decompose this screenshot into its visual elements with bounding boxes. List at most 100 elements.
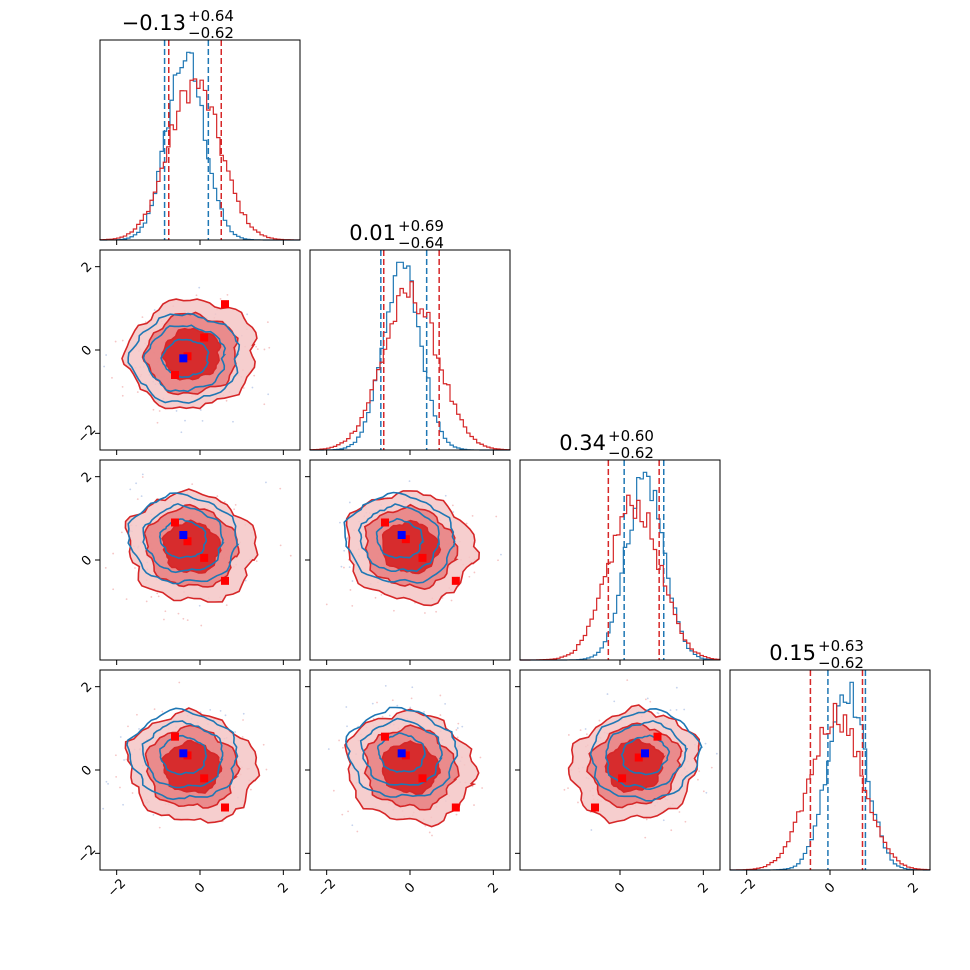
scatter-dot [226, 293, 229, 296]
scatter-dot [346, 537, 349, 540]
title-plus-1: +0.69 [398, 217, 444, 235]
scatter-dot [267, 393, 270, 396]
hist-red-0 [99, 78, 301, 241]
scatter-dot [114, 754, 117, 757]
scatter-dot [456, 736, 459, 739]
hist-blue-2 [520, 471, 721, 661]
scatter-dot [92, 371, 94, 373]
scatter-dot [150, 596, 153, 598]
truth-blue-marker [179, 749, 188, 758]
scatter-dot [195, 294, 198, 297]
truth-red-marker-2 [618, 774, 627, 783]
scatter-dot [473, 804, 475, 806]
scatter-dot [279, 544, 282, 547]
scatter-dot [424, 824, 427, 827]
hist-frame-2 [519, 459, 721, 661]
scatter-dot [209, 709, 212, 711]
scatter-dot [408, 480, 411, 483]
title-minus-0: −0.62 [188, 24, 234, 42]
scatter-dot [105, 780, 108, 783]
scatter-dot [120, 531, 123, 534]
scatter-dot [345, 706, 348, 708]
panel-title-0: −0.13 +0.64−0.62 [122, 7, 234, 42]
scatter-dot [157, 595, 160, 598]
scatter-dot [177, 454, 179, 456]
scatter-dot [224, 714, 227, 717]
scatter-dot [452, 511, 455, 513]
truth-red-marker-0 [221, 300, 229, 309]
scatter-dot [184, 419, 186, 422]
title-plus-3: +0.63 [818, 637, 864, 655]
scatter-dot [158, 410, 161, 412]
scatter-dot [388, 714, 391, 717]
scatter-dot [266, 321, 269, 324]
scatter-dot [153, 309, 156, 311]
scatter-dot [497, 559, 499, 562]
title-median-1: 0.01 [349, 221, 396, 245]
scatter-dot [704, 742, 707, 745]
blue-contour-0 [127, 312, 241, 404]
scatter-dot [178, 681, 181, 684]
truth-blue-marker [397, 749, 406, 758]
scatter-dot [473, 571, 476, 574]
scatter-dot [343, 549, 346, 552]
scatter-dot [340, 565, 343, 568]
scatter-dot [255, 560, 258, 563]
blue-contour-2 [375, 517, 425, 559]
ytick-label-1-1: 0 [79, 343, 95, 359]
scatter-dot [136, 498, 139, 501]
scatter-dot [145, 600, 148, 603]
scatter-dot [348, 566, 351, 568]
truth-red-marker-2 [183, 352, 192, 361]
scatter-dot [104, 567, 107, 569]
scatter-dot [715, 752, 718, 755]
scatter-dot [268, 346, 271, 349]
xtick-label-3-0: −2 [735, 876, 759, 900]
scatter-dot [500, 553, 502, 556]
scatter-dot [134, 567, 136, 569]
xtick-label-1-1: 0 [402, 880, 418, 896]
scatter-dot [349, 589, 352, 591]
scatter-dot [119, 786, 121, 789]
scatter-dot [481, 787, 484, 789]
scatter-dot [431, 834, 433, 837]
hist-panel-2 [519, 459, 721, 661]
scatter-dot [697, 778, 699, 781]
truth-red-marker-3 [451, 576, 460, 585]
truth-red-marker-1 [183, 537, 192, 546]
scatter-dot [156, 421, 159, 424]
blue-contour-1 [142, 502, 225, 574]
scatter-dot [342, 746, 344, 749]
scatter-dot [479, 756, 482, 759]
truth-red-marker-3 [171, 371, 179, 379]
scatter-dot [164, 610, 167, 613]
truth-red-marker-1 [401, 751, 410, 760]
scatter-dot [265, 481, 267, 484]
scatter-dot [122, 803, 124, 806]
scatter-dot [161, 710, 164, 713]
title-median-0: −0.13 [122, 11, 186, 35]
truth-red-marker-0 [171, 518, 179, 527]
scatter-dot [343, 566, 345, 569]
scatter-dot [199, 409, 202, 411]
truth-red-marker-0 [171, 732, 179, 741]
scatter-dot [710, 766, 713, 769]
scatter-dot [662, 819, 665, 822]
scatter-dot [644, 836, 647, 839]
ytick-label-1-0: −2 [75, 422, 99, 446]
scatter-dot [736, 745, 738, 747]
scatter-dot [136, 391, 139, 393]
blue-contour-0 [589, 707, 703, 802]
scatter-dot [338, 739, 340, 742]
scatter-dot [409, 706, 412, 709]
scatter-dot [263, 348, 266, 351]
scatter-dot [111, 376, 113, 379]
scatter-dot [424, 612, 426, 614]
scatter-dot [144, 321, 147, 324]
scatter-dot [439, 714, 442, 716]
scatter-dot [242, 387, 245, 389]
scatter-dot [79, 538, 81, 540]
truth-blue-marker [397, 531, 406, 539]
title-minus-1: −0.64 [398, 234, 444, 252]
truth-red-marker-0 [381, 518, 389, 527]
